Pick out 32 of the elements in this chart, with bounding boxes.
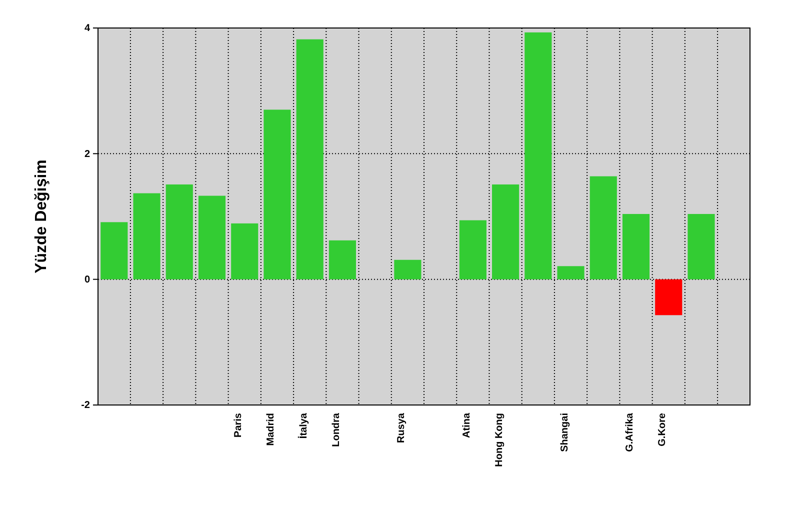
x-tick-label: Rusya xyxy=(396,412,408,444)
x-tick-label: G.Afrika xyxy=(624,412,636,452)
bar xyxy=(459,220,486,280)
bar xyxy=(166,184,193,280)
bar xyxy=(688,214,715,280)
y-tick-label: -2 xyxy=(81,400,90,412)
x-tick-label: Londra xyxy=(330,412,342,447)
bar xyxy=(622,214,650,280)
bar xyxy=(264,110,291,280)
y-axis-title: Yüzde Değişim xyxy=(33,160,50,274)
bar xyxy=(590,176,617,280)
x-tick-label: G.Kore xyxy=(657,412,668,446)
bar xyxy=(328,240,356,280)
bar xyxy=(231,223,258,280)
x-tick-label: Madrid xyxy=(266,413,277,446)
x-tick-label: İtalya xyxy=(297,412,310,439)
bar xyxy=(524,32,552,280)
bar xyxy=(655,279,682,316)
bar xyxy=(133,193,160,280)
x-tick-label: Atina xyxy=(461,412,472,438)
y-tick-label: 2 xyxy=(84,148,90,160)
bar xyxy=(198,196,226,280)
x-tick-label: Shangai xyxy=(559,412,570,452)
x-tick-label: Hong Kong xyxy=(494,413,506,467)
y-tick-label: 4 xyxy=(84,23,90,34)
x-tick-label: Paris xyxy=(233,412,244,438)
bar xyxy=(557,266,584,280)
bar xyxy=(394,260,422,280)
bar xyxy=(100,222,128,280)
bar xyxy=(492,184,520,280)
bar xyxy=(296,39,324,280)
y-tick-label: 0 xyxy=(84,274,90,286)
